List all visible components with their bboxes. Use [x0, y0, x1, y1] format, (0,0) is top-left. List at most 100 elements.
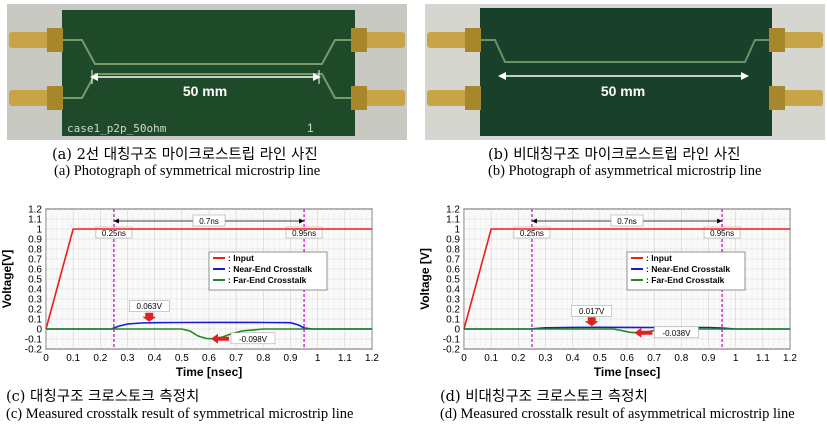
span-arrow-head [717, 218, 723, 224]
marker-label-t2: 0.95ns [292, 229, 316, 238]
near-annotation-arrow [142, 312, 157, 322]
y-tick-label: 1 [36, 225, 42, 236]
photo-symmetrical-microstrip: 50 mm case1_p2p_50ohm 1 [7, 4, 407, 140]
x-tick-label: 0.8 [256, 353, 270, 364]
y-tick-label: 0.1 [28, 315, 42, 326]
legend-box [208, 251, 328, 291]
x-tick-label: 0.4 [148, 353, 162, 364]
legend-entry-1: : Near-End Crosstalk [646, 264, 730, 274]
x-tick-label: 0.7 [647, 353, 661, 364]
y-tick-label: -0.2 [25, 345, 43, 356]
x-tick-label: 0.5 [175, 353, 189, 364]
caption-a-korean: (a) 2선 대칭구조 마이크로스트립 라인 사진 [52, 147, 318, 163]
near-annotation-label: 0.017V [579, 307, 605, 316]
y-tick-label: 0.4 [28, 285, 42, 296]
y-tick-label: 0.3 [28, 295, 42, 306]
x-tick-label: 0.1 [66, 353, 80, 364]
pcb-board [480, 8, 772, 136]
x-tick-label: 0.3 [121, 353, 135, 364]
x-tick-label: 0.9 [702, 353, 716, 364]
legend-entry-2: : Far-End Crosstalk [646, 275, 725, 285]
marker-label-t1: 0.25ns [102, 229, 126, 238]
span-arrow-head [299, 218, 305, 224]
y-tick-label: 0.4 [446, 285, 460, 296]
series-near-end-crosstalk [464, 326, 790, 330]
y-tick-label: 0.8 [446, 245, 460, 256]
span-label: 0.7ns [199, 217, 219, 226]
crosstalk-chart-symmetrical: 0 0.1 0.2 0.3 0.4 0.5 0.6 0.7 0.8 0.9 1 1.1 1.21.21.… [0, 205, 379, 380]
span-label-box [610, 214, 644, 227]
x-axis-label: Time [nsec] [594, 365, 660, 379]
x-tick-label: 0.6 [620, 353, 634, 364]
x-tick-label: 0.5 [593, 353, 607, 364]
x-tick-label: 0.3 [539, 353, 553, 364]
x-tick-label: 0 [461, 353, 467, 364]
legend-entry-0: : Input [646, 253, 672, 263]
y-tick-label: 0.5 [28, 275, 42, 286]
y-tick-label: 0.5 [446, 275, 460, 286]
x-tick-label: 0.7 [229, 353, 243, 364]
y-tick-label: 0.2 [446, 305, 460, 316]
marker-label-box [513, 226, 551, 239]
x-tick-label: 1.2 [365, 353, 379, 364]
y-tick-label: 1.1 [446, 215, 460, 226]
caption-b-korean: (b) 비대칭구조 마이크로스트립 라인 사진 [488, 147, 741, 163]
y-tick-label: 0.8 [28, 245, 42, 256]
far-annotation-label: -0.038V [662, 329, 691, 338]
legend-box [626, 251, 746, 291]
x-tick-label: 1 [315, 353, 321, 364]
near-annotation-label: 0.063V [137, 302, 163, 311]
y-tick-label: 1.1 [28, 215, 42, 226]
dimension-label: 50 mm [183, 83, 227, 99]
dimension-label: 50 mm [601, 83, 645, 99]
far-annotation-label: -0.098V [239, 335, 268, 344]
marker-label-box [95, 226, 133, 239]
x-tick-label: 0.2 [511, 353, 525, 364]
marker-label-t1: 0.25ns [520, 229, 544, 238]
x-tick-label: 0.2 [93, 353, 107, 364]
caption-c-english: (c) Measured crosstalk result of symmetr… [6, 406, 354, 422]
span-arrow-head [113, 218, 119, 224]
marker-label-t2: 0.95ns [710, 229, 734, 238]
x-tick-label: 0.9 [284, 353, 298, 364]
y-tick-label: 0.6 [28, 265, 42, 276]
y-tick-label: 0.7 [28, 255, 42, 266]
y-tick-label: 0.7 [446, 255, 460, 266]
y-tick-label: 0.1 [446, 315, 460, 326]
x-tick-label: 1 [733, 353, 739, 364]
y-tick-label: 0.9 [446, 235, 460, 246]
caption-a-english: (a) Photograph of symmetrical microstrip… [54, 163, 321, 179]
board-label: case1_p2p_50ohm [67, 122, 167, 135]
photo-asymmetrical-microstrip: 50 mm [425, 4, 825, 140]
y-axis-label: Voltage [V] [418, 248, 432, 310]
far-annotation-box [654, 326, 699, 339]
caption-c-korean: (c) 대칭구조 크로스토크 측정치 [6, 389, 200, 405]
legend-entry-2: : Far-End Crosstalk [228, 275, 307, 285]
sma-connector-icon [9, 28, 405, 110]
y-tick-label: 1.2 [446, 205, 460, 216]
near-annotation-box [128, 300, 170, 312]
legend-entry-1: : Near-End Crosstalk [228, 264, 312, 274]
series-input [45, 228, 372, 330]
y-axis-label: Voltage[V] [0, 250, 14, 308]
y-tick-label: 0.6 [446, 265, 460, 276]
span-arrow-head [531, 218, 537, 224]
far-annotation-arrow [634, 327, 653, 338]
x-tick-label: 0.8 [674, 353, 688, 364]
x-axis-label: Time [nsec] [176, 365, 242, 379]
caption-b-english: (b) Photograph of asymmetrical microstri… [488, 163, 762, 179]
x-tick-label: 0 [43, 353, 49, 364]
y-tick-label: -0.1 [25, 335, 43, 346]
y-tick-label: -0.1 [443, 335, 461, 346]
marker-label-box [285, 226, 323, 239]
series-input [463, 228, 790, 330]
y-tick-label: 0 [36, 325, 42, 336]
span-label: 0.7ns [617, 217, 637, 226]
crosstalk-chart-asymmetrical: 0 0.1 0.2 0.3 0.4 0.5 0.6 0.7 0.8 0.9 1 1.1 1.21.21.… [418, 205, 797, 380]
far-annotation-box [230, 332, 276, 345]
marker-label-box [703, 226, 741, 239]
y-tick-label: 0.3 [446, 295, 460, 306]
y-tick-label: 0.2 [28, 305, 42, 316]
x-tick-label: 0.4 [566, 353, 580, 364]
y-tick-label: 0.9 [28, 235, 42, 246]
